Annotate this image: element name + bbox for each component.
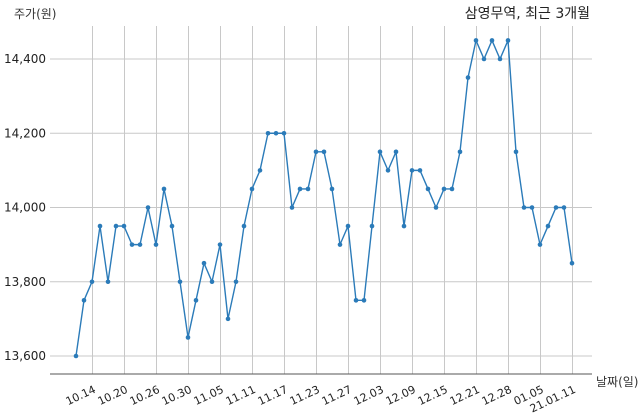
price-point [105,279,111,285]
price-point [153,242,159,247]
x-tick-label: 12.28 [480,383,514,408]
price-point [273,130,279,136]
price-point [249,186,255,192]
y-tick-label: 13,600 [4,349,46,363]
price-point [73,353,79,359]
x-tick-label: 12.03 [352,383,386,408]
price-point [409,168,415,173]
price-point [121,223,127,229]
price-point [169,223,175,229]
price-point [361,298,367,303]
price-point [297,186,303,192]
x-tick-label: 12.15 [416,383,450,408]
y-tick-label: 14,200 [4,126,46,140]
price-point [113,223,119,229]
price-point [241,223,247,229]
price-point [505,38,511,43]
x-axis-label: 날짜(일) [596,375,638,389]
price-point [201,260,207,266]
price-point [457,149,463,155]
price-point [313,149,319,155]
price-point [425,186,431,192]
price-point [337,242,343,247]
y-axis-label: 주가(원) [14,7,56,21]
x-tick-label: 12.21 [448,383,482,408]
price-point [329,186,335,192]
price-point [521,205,527,210]
price-point [129,242,135,247]
price-point [369,223,375,229]
price-line [75,38,573,357]
x-gridlines [92,26,573,374]
y-tick-label: 14,000 [4,201,46,215]
price-point [417,168,423,173]
price-point [97,223,103,229]
price-point [537,242,543,247]
x-tick-label: 11.11 [224,383,258,408]
price-point [529,205,535,210]
price-point [225,316,231,322]
price-point [281,130,287,136]
x-tick-label: 11.23 [288,383,322,408]
price-point [193,298,199,303]
price-point [449,186,455,192]
price-point [353,298,359,303]
price-point [481,56,487,62]
price-point [265,130,271,136]
price-point [489,38,495,43]
price-point [233,279,239,285]
price-point [545,223,551,229]
y-gridlines [50,58,592,357]
price-point [401,223,407,229]
price-point [305,186,311,192]
price-point [433,205,439,210]
price-point [177,279,183,285]
price-point [561,205,567,210]
price-point [89,279,95,285]
price-point [345,223,351,229]
y-tick-label: 14,400 [4,52,46,66]
x-tick-label: 12.09 [384,383,418,408]
price-point [377,149,383,155]
x-tick-label: 10.30 [160,383,194,408]
x-tick-label: 10.26 [128,383,162,408]
x-tick-label: 10.20 [96,383,130,408]
price-point [257,168,263,173]
price-points [73,38,575,359]
price-point [553,205,559,210]
x-tick-label: 11.05 [192,383,226,408]
x-tick-labels: 10.1410.2010.2610.3011.0511.1111.1711.23… [64,383,578,414]
price-point [289,205,295,210]
price-point [217,242,223,247]
x-tick-label: 10.14 [64,383,98,408]
price-point [473,38,479,43]
price-point [321,149,327,155]
price-point [81,298,87,303]
price-point [393,149,399,155]
x-tick-label: 11.17 [256,383,290,408]
price-point [465,75,471,80]
price-point [385,168,391,173]
price-point [185,335,191,340]
x-tick-label: 11.27 [320,383,354,408]
chart-title: 삼영무역, 최근 3개월 [465,6,590,22]
price-point [441,186,447,192]
price-point [145,205,151,210]
price-point [209,279,215,285]
price-point [497,56,503,62]
y-tick-label: 13,800 [4,275,46,289]
price-point [161,186,167,192]
price-point [569,260,575,266]
price-point [513,149,519,155]
price-point [137,242,143,247]
y-tick-labels: 13,600 13,800 14,000 14,200 14,400 [4,52,46,363]
